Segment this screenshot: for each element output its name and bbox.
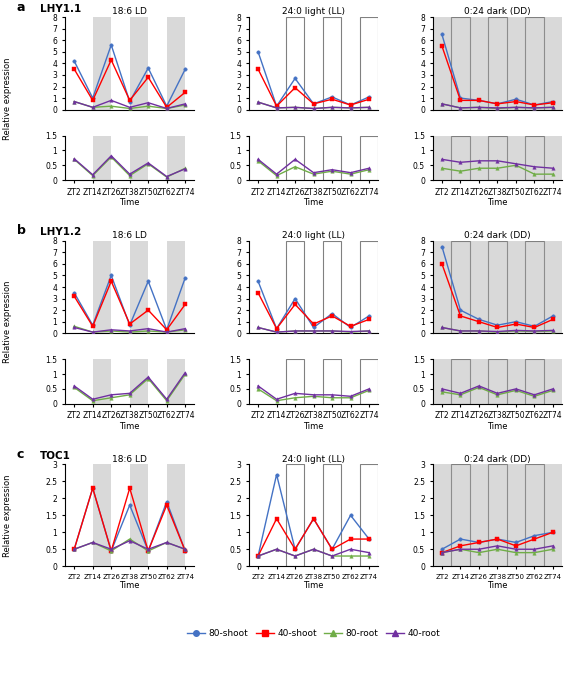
Bar: [167, 17, 185, 110]
Bar: [488, 360, 507, 403]
Bar: [323, 360, 341, 403]
Title: 0:24 dark (DD): 0:24 dark (DD): [464, 8, 531, 16]
Bar: [130, 240, 148, 334]
Bar: [167, 136, 185, 180]
Bar: [525, 136, 544, 180]
Bar: [488, 17, 507, 110]
Bar: [451, 240, 470, 334]
Text: c: c: [17, 448, 24, 461]
Text: LHY1.2: LHY1.2: [40, 227, 81, 237]
Bar: [323, 17, 341, 110]
Bar: [451, 360, 470, 403]
Bar: [323, 240, 341, 334]
Bar: [286, 464, 305, 566]
Bar: [525, 464, 544, 566]
Bar: [323, 136, 341, 180]
Bar: [451, 136, 470, 180]
Bar: [286, 17, 305, 110]
Bar: [525, 17, 544, 110]
Bar: [360, 464, 379, 566]
X-axis label: Time: Time: [303, 198, 324, 207]
Bar: [323, 464, 341, 566]
Bar: [286, 360, 305, 403]
Bar: [525, 360, 544, 403]
Text: Relative expression: Relative expression: [3, 58, 12, 140]
Title: 0:24 dark (DD): 0:24 dark (DD): [464, 231, 531, 240]
Title: 24:0 light (LL): 24:0 light (LL): [282, 8, 345, 16]
Bar: [130, 136, 148, 180]
X-axis label: Time: Time: [487, 422, 508, 431]
Title: 18:6 LD: 18:6 LD: [112, 455, 147, 464]
X-axis label: Time: Time: [303, 582, 324, 590]
Text: LHY1.1: LHY1.1: [40, 3, 81, 14]
Bar: [360, 240, 379, 334]
Bar: [130, 17, 148, 110]
Bar: [93, 17, 111, 110]
X-axis label: Time: Time: [119, 198, 140, 207]
Bar: [451, 464, 470, 566]
Bar: [130, 360, 148, 403]
Title: 18:6 LD: 18:6 LD: [112, 231, 147, 240]
Bar: [360, 360, 379, 403]
Bar: [167, 240, 185, 334]
Bar: [360, 17, 379, 110]
Bar: [488, 464, 507, 566]
Title: 24:0 light (LL): 24:0 light (LL): [282, 455, 345, 464]
X-axis label: Time: Time: [119, 422, 140, 431]
Bar: [451, 17, 470, 110]
Bar: [525, 240, 544, 334]
X-axis label: Time: Time: [119, 582, 140, 590]
Bar: [488, 136, 507, 180]
Bar: [360, 136, 379, 180]
Text: a: a: [17, 1, 25, 14]
Bar: [488, 240, 507, 334]
Text: Relative expression: Relative expression: [3, 474, 12, 556]
Text: Relative expression: Relative expression: [3, 281, 12, 364]
Legend: 80-shoot, 40-shoot, 80-root, 40-root: 80-shoot, 40-shoot, 80-root, 40-root: [187, 630, 440, 638]
Title: 18:6 LD: 18:6 LD: [112, 8, 147, 16]
Bar: [93, 464, 111, 566]
X-axis label: Time: Time: [487, 582, 508, 590]
Text: b: b: [17, 224, 26, 237]
Bar: [286, 136, 305, 180]
X-axis label: Time: Time: [487, 198, 508, 207]
Bar: [167, 464, 185, 566]
X-axis label: Time: Time: [303, 422, 324, 431]
Bar: [93, 240, 111, 334]
Bar: [93, 360, 111, 403]
Title: 0:24 dark (DD): 0:24 dark (DD): [464, 455, 531, 464]
Bar: [286, 240, 305, 334]
Bar: [167, 360, 185, 403]
Bar: [130, 464, 148, 566]
Bar: [93, 136, 111, 180]
Title: 24:0 light (LL): 24:0 light (LL): [282, 231, 345, 240]
Text: TOC1: TOC1: [40, 451, 71, 461]
